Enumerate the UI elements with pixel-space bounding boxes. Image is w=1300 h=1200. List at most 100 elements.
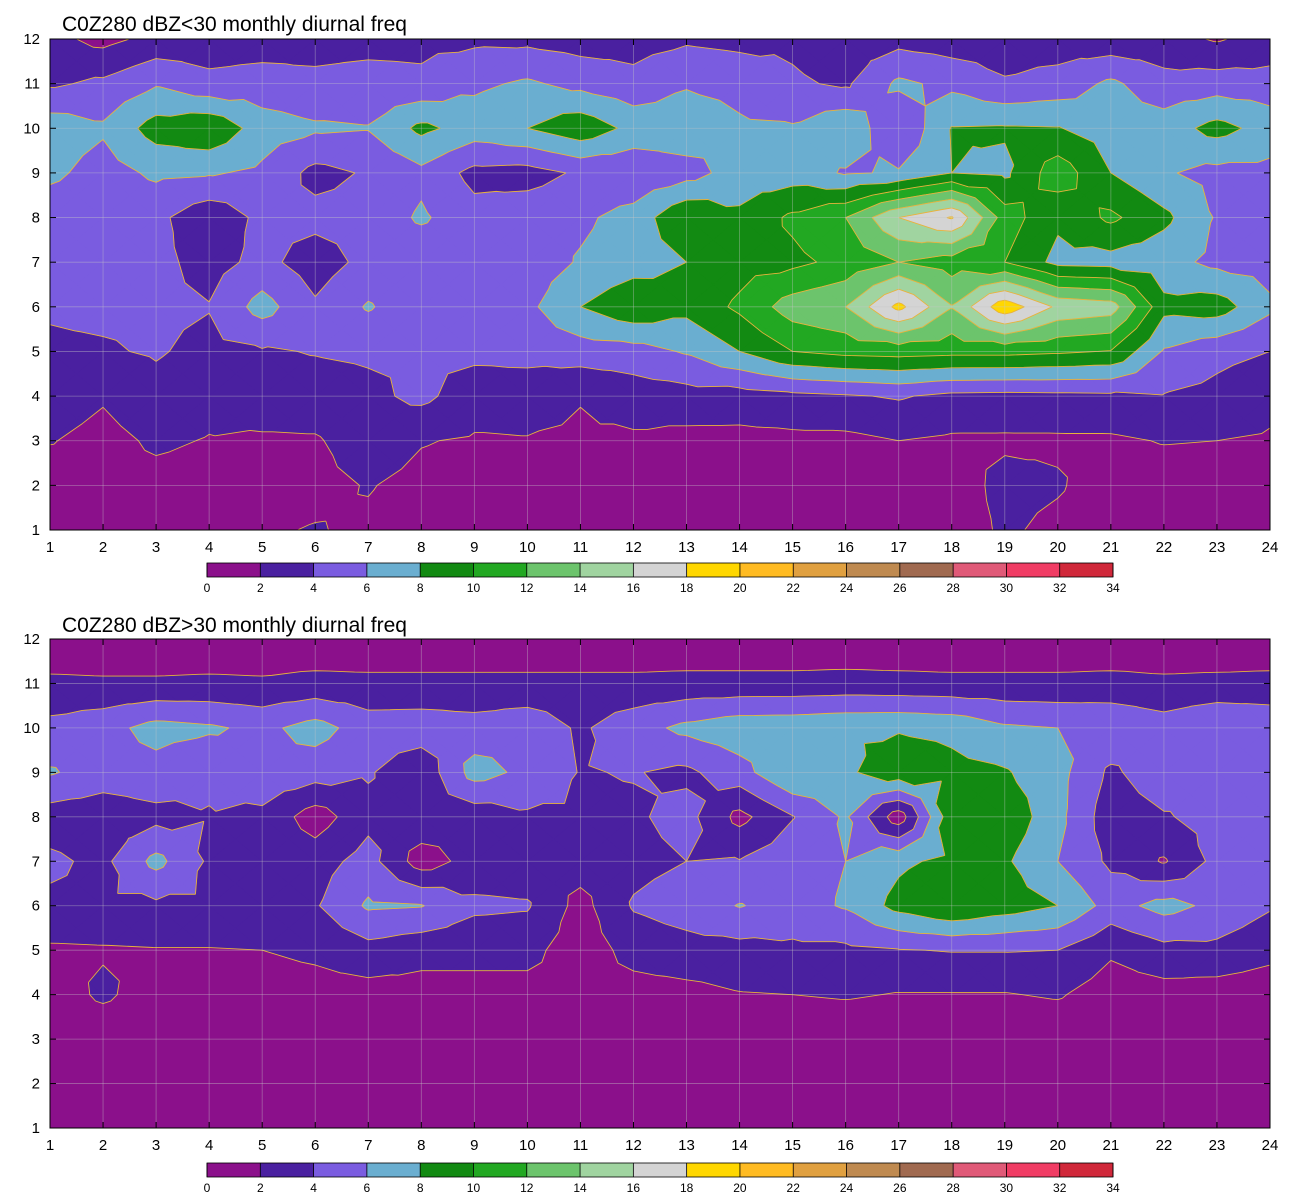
colorbar-swatch bbox=[526, 563, 581, 577]
colorbar-swatch bbox=[899, 1163, 954, 1177]
x-tick-label: 12 bbox=[625, 539, 642, 556]
x-tick-label: 11 bbox=[573, 539, 589, 556]
colorbar-swatch bbox=[846, 1163, 901, 1177]
colorbar-tick-label: 6 bbox=[364, 581, 371, 595]
x-tick-label: 1 bbox=[46, 1137, 54, 1154]
contour-line-level-8 bbox=[137, 112, 1242, 371]
colorbar-tick-label: 4 bbox=[310, 1181, 317, 1195]
colorbar-tick-label: 4 bbox=[310, 581, 317, 595]
y-tick-label: 7 bbox=[32, 853, 40, 870]
y-tick-label: 9 bbox=[32, 165, 40, 182]
contour-line-level-8 bbox=[857, 733, 1059, 922]
chart-title-upper: C0Z280 dBZ<30 monthly diurnal freq bbox=[62, 13, 407, 36]
y-tick-label: 4 bbox=[32, 388, 40, 405]
y-tick-label: 3 bbox=[32, 433, 40, 450]
x-tick-label: 2 bbox=[99, 1137, 107, 1154]
x-tick-label: 18 bbox=[943, 539, 960, 556]
contour-line-level-4 bbox=[50, 44, 1270, 406]
colorbar-tick-label: 32 bbox=[1053, 581, 1067, 595]
colorbar-swatch bbox=[633, 1163, 687, 1177]
colorbar-tick-label: 8 bbox=[417, 1181, 424, 1195]
y-tick-label: 6 bbox=[32, 898, 40, 915]
colorbar-swatch bbox=[1006, 563, 1061, 577]
contour-line-level-16 bbox=[868, 207, 1053, 325]
x-tick-label: 21 bbox=[1103, 539, 1120, 556]
x-tick-label: 6 bbox=[311, 539, 319, 556]
x-tick-label: 3 bbox=[152, 1137, 160, 1154]
x-tick-label: 3 bbox=[152, 539, 160, 556]
y-tick-label: 3 bbox=[32, 1031, 40, 1048]
colorbar-swatch bbox=[313, 563, 368, 577]
colorbar-swatch bbox=[366, 1163, 421, 1177]
colorbar-tick-label: 12 bbox=[520, 1181, 534, 1195]
x-tick-label: 24 bbox=[1262, 539, 1279, 556]
y-tick-label: 11 bbox=[24, 675, 40, 692]
colorbar-tick-label: 10 bbox=[467, 1181, 481, 1195]
colorbar-tick-label: 18 bbox=[680, 1181, 694, 1195]
x-tick-label: 4 bbox=[205, 539, 213, 556]
x-tick-label: 14 bbox=[731, 1137, 748, 1154]
x-tick-label: 6 bbox=[311, 1137, 319, 1154]
contour-lines bbox=[50, 39, 1270, 530]
x-tick-label: 23 bbox=[1209, 539, 1226, 556]
y-tick-label: 12 bbox=[23, 31, 40, 48]
x-tick-label: 12 bbox=[625, 1137, 642, 1154]
colorbar-tick-label: 26 bbox=[893, 1181, 907, 1195]
contour-line-level-4 bbox=[50, 694, 1270, 953]
x-tick-label: 18 bbox=[943, 1137, 960, 1154]
colorbar-tick-label: 24 bbox=[840, 581, 854, 595]
x-tick-label: 16 bbox=[837, 539, 854, 556]
colorbar-tick-label: 34 bbox=[1106, 581, 1120, 595]
y-tick-label: 1 bbox=[32, 1120, 40, 1137]
colorbar-tick-label: 14 bbox=[573, 1181, 587, 1195]
colorbar-swatch bbox=[899, 563, 954, 577]
axes-upper: 1 2 3 4 5 6 7 8 9 10 11 12 13 14 15 16 17 18 19 20 21 22 23 241… bbox=[23, 31, 1278, 556]
y-tick-label: 1 bbox=[32, 522, 40, 539]
colorbar-swatch bbox=[793, 1163, 847, 1177]
colorbar-tick-label: 20 bbox=[733, 581, 747, 595]
x-tick-label: 5 bbox=[258, 1137, 266, 1154]
colorbar-swatch bbox=[526, 1163, 581, 1177]
colorbar-tick-label: 22 bbox=[787, 1181, 801, 1195]
colorbar-swatch bbox=[313, 1163, 368, 1177]
y-tick-label: 5 bbox=[32, 343, 40, 360]
colorbar-swatch bbox=[420, 563, 474, 577]
colorbar-swatch bbox=[953, 563, 1007, 577]
colorbar-swatch bbox=[686, 563, 741, 577]
colorbar-tick-label: 30 bbox=[1000, 1181, 1014, 1195]
x-tick-label: 8 bbox=[417, 539, 425, 556]
x-tick-label: 5 bbox=[258, 539, 266, 556]
x-tick-label: 19 bbox=[996, 539, 1013, 556]
x-tick-label: 10 bbox=[519, 539, 536, 556]
contour-line-level-6 bbox=[50, 712, 1196, 937]
y-tick-label: 8 bbox=[32, 210, 40, 227]
contour-plot-area-lower bbox=[50, 639, 1270, 1128]
colorbar-tick-label: 28 bbox=[946, 581, 960, 595]
contour-plot-area-upper bbox=[50, 39, 1270, 530]
y-tick-label: 6 bbox=[32, 299, 40, 316]
y-tick-label: 7 bbox=[32, 254, 40, 271]
colorbar-swatch bbox=[473, 1163, 528, 1177]
x-tick-label: 13 bbox=[678, 1137, 695, 1154]
grid bbox=[50, 639, 1270, 1128]
colorbar-tick-label: 0 bbox=[204, 581, 211, 595]
colorbar-tick-label: 2 bbox=[257, 581, 264, 595]
contour-line-level-6 bbox=[50, 77, 1270, 385]
colorbar-swatch bbox=[580, 563, 634, 577]
y-tick-label: 11 bbox=[24, 76, 40, 93]
x-tick-label: 2 bbox=[99, 539, 107, 556]
chart-title-lower: C0Z280 dBZ>30 monthly diurnal freq bbox=[62, 614, 407, 637]
colorbar-tick-label: 26 bbox=[893, 581, 907, 595]
y-tick-label: 10 bbox=[23, 120, 40, 137]
colorbar-swatch bbox=[207, 1163, 261, 1177]
x-tick-label: 22 bbox=[1156, 539, 1173, 556]
y-tick-label: 10 bbox=[23, 720, 40, 737]
colorbar-swatch bbox=[686, 1163, 741, 1177]
x-tick-label: 20 bbox=[1049, 1137, 1066, 1154]
colorbar-swatch bbox=[793, 563, 847, 577]
contour-line-level-10 bbox=[727, 155, 1153, 358]
